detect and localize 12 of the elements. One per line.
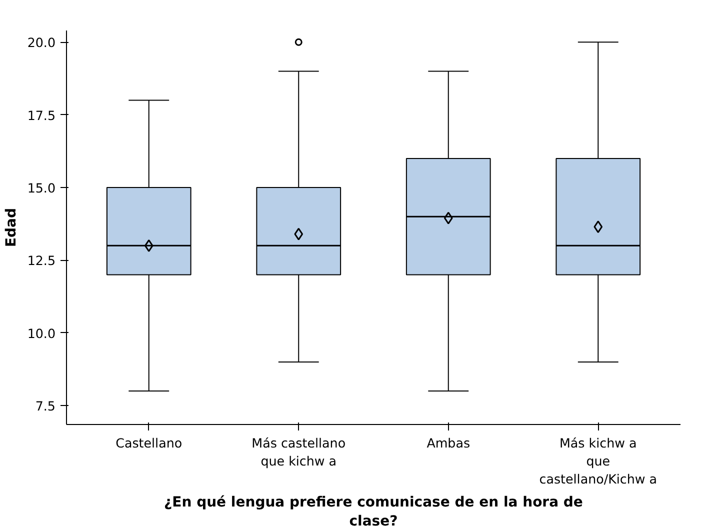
y-tick-label: 20.0 xyxy=(27,35,56,50)
x-axis-title: ¿En qué lengua prefiere comunicase de en la hora de clase? xyxy=(164,494,583,530)
x-tick-label: Castellano xyxy=(116,436,182,450)
y-axis-title: Edad xyxy=(3,208,20,248)
y-tick-label: 17.5 xyxy=(27,108,56,123)
y-tick-label: 15.0 xyxy=(27,180,56,196)
x-tick-label: Ambas xyxy=(426,436,470,450)
x-tick-label: Más kichw a que castellano/Kichw a xyxy=(539,436,658,486)
y-tick-label: 12.5 xyxy=(27,253,56,268)
y-tick-label: 10.0 xyxy=(27,326,56,341)
x-tick-label: Más castellano que kichw a xyxy=(252,436,346,468)
y-tick-label: 7.5 xyxy=(35,398,56,414)
